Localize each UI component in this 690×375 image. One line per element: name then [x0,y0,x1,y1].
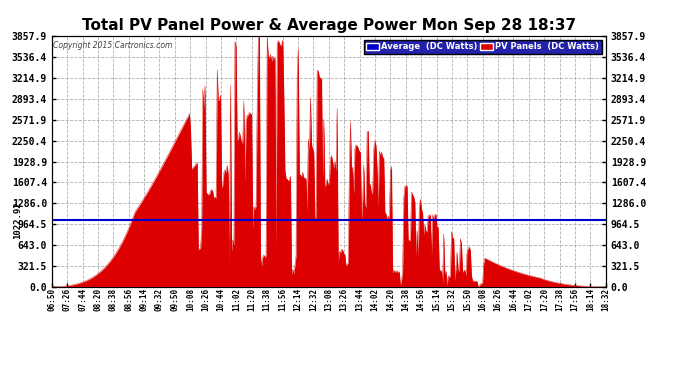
Text: Copyright 2015 Cartronics.com: Copyright 2015 Cartronics.com [53,40,172,50]
Legend: Average  (DC Watts), PV Panels  (DC Watts): Average (DC Watts), PV Panels (DC Watts) [364,40,602,54]
Text: 1022.92: 1022.92 [13,202,22,239]
Title: Total PV Panel Power & Average Power Mon Sep 28 18:37: Total PV Panel Power & Average Power Mon… [81,18,576,33]
